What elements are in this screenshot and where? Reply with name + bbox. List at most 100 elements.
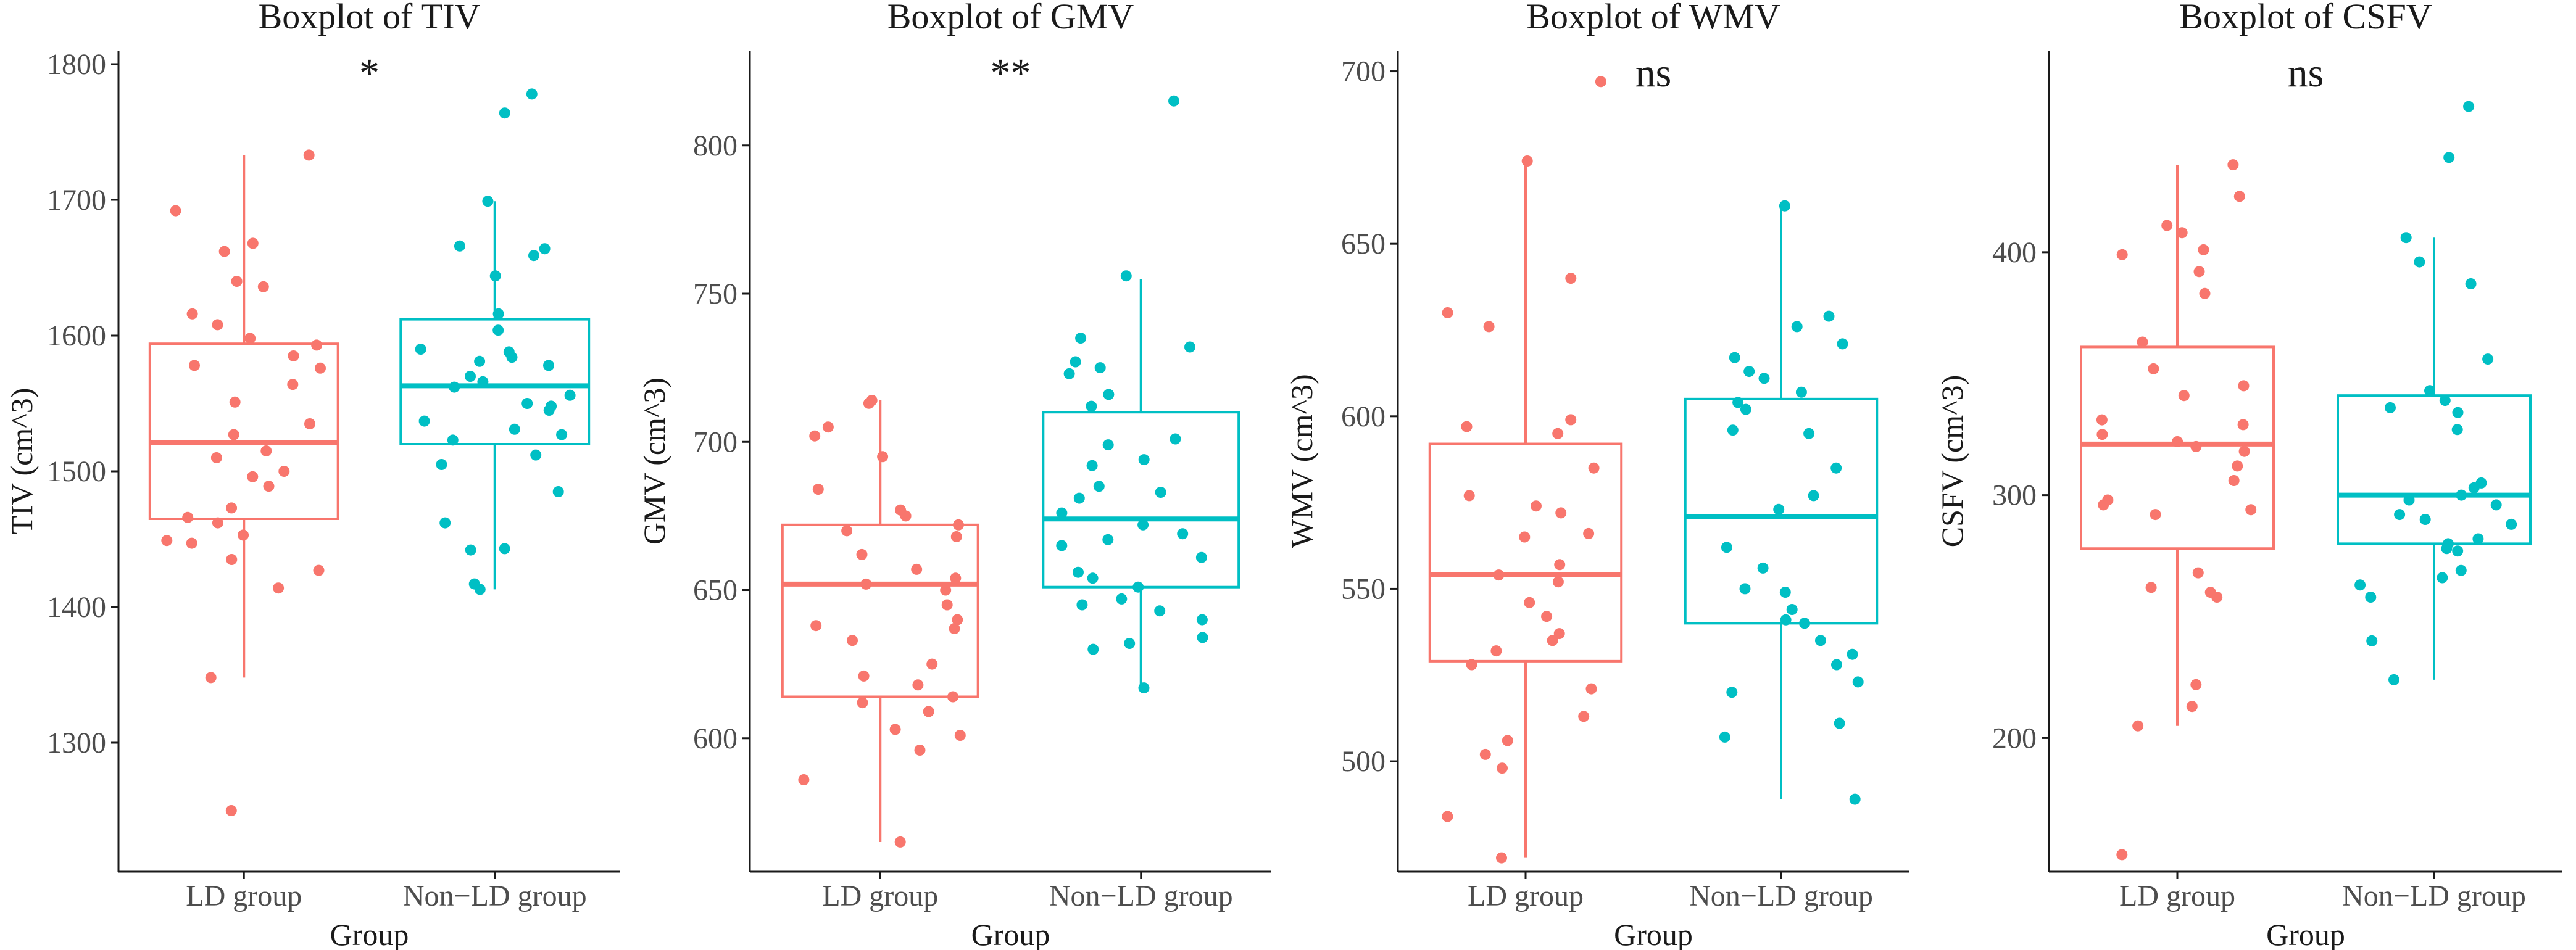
data-point [530,449,542,461]
y-tick-label: 650 [1341,228,1386,260]
group-non-ld: Non−LD group [1042,95,1240,912]
y-tick-label: 550 [1341,572,1386,605]
data-point [1483,321,1495,332]
data-point [809,430,821,442]
x-axis-title: Group [2266,917,2345,950]
data-point [1103,389,1115,400]
data-point [2419,514,2431,525]
data-point [954,730,966,741]
data-point [2456,489,2467,501]
group-ld: LD group [148,149,339,912]
data-point [1502,735,1513,746]
data-point [1727,424,1739,436]
chart-panel-1: Boxplot of TIV * 1300 1400 1500 1600 1700 1800 T… [4,0,620,950]
data-point [1137,519,1149,531]
data-point [947,691,958,703]
y-tick-label: 1600 [47,320,106,352]
data-point [1773,503,1785,515]
data-point [474,584,486,595]
data-point [418,415,430,427]
data-point [212,517,223,529]
x-tick-label: Non−LD group [403,880,587,912]
group-non-ld: Non−LD group [2337,101,2532,912]
data-point [2145,582,2157,593]
data-point [1565,273,1577,284]
data-point [2238,380,2250,392]
data-point [940,584,952,596]
y-tick-label: 750 [693,278,737,310]
data-point [1461,421,1473,432]
data-point [161,535,173,547]
data-point [205,672,217,684]
y-axis-title: WMV (cm^3) [1284,374,1319,548]
box-iqr [2080,345,2275,550]
chart-panel-4: Boxplot of CSFV ns 200 300 400 CSFV (cm^3) Gro… [1935,0,2562,950]
data-point [1094,362,1106,374]
data-point [189,360,200,371]
data-point [556,429,568,440]
data-point [506,352,518,363]
data-point [492,308,504,320]
data-point [1519,531,1531,543]
data-point [2451,424,2463,436]
data-point [1547,635,1558,646]
data-point [2238,445,2250,457]
data-point [1823,310,1835,322]
data-point [847,635,858,646]
chart-title: Boxplot of GMV [887,0,1134,36]
y-axis-title: TIV (cm^3) [4,388,39,535]
data-point [2098,499,2109,511]
data-point [858,670,870,682]
data-point [894,836,906,848]
data-point [1552,428,1564,439]
data-point [798,774,810,785]
data-point [2465,278,2477,289]
data-point [1056,540,1068,551]
data-point [2468,482,2480,494]
y-tick-label: 650 [693,574,737,607]
data-point [863,397,875,409]
data-point [2354,579,2366,591]
data-point [1758,373,1770,384]
data-point [1524,597,1535,608]
data-point [950,531,962,542]
y-tick-label: 600 [1341,400,1386,433]
x-tick-label: Non−LD group [1689,880,1873,912]
data-point [1791,321,1803,332]
group-ld: LD group [1428,76,1623,912]
data-point [1729,352,1740,363]
data-point [2385,402,2396,413]
data-point [499,107,510,119]
data-point [900,510,912,522]
y-tick-label: 1700 [47,184,106,217]
data-point [311,339,323,351]
data-point [210,452,222,463]
data-point [2193,266,2205,278]
data-point [1490,645,1502,657]
data-point [226,554,238,565]
data-point [2506,518,2517,530]
data-point [1496,852,1507,864]
significance-label: ns [2288,51,2324,96]
data-point [1732,397,1744,408]
data-point [278,466,290,477]
data-point [492,324,504,336]
data-point [1168,95,1179,107]
y-tick-label: 800 [693,130,737,162]
data-point [1466,659,1477,671]
data-point [1075,332,1087,344]
data-point [287,379,299,390]
data-point [1780,614,1792,626]
data-point [857,697,868,709]
data-point [1808,490,1819,502]
data-point [2192,567,2204,579]
y-axis-title: GMV (cm^3) [637,378,671,545]
data-point [552,486,564,497]
box-iqr [1428,442,1623,663]
data-point [953,519,964,531]
data-point [1541,611,1553,622]
data-point [1120,270,1132,282]
data-point [1595,76,1606,88]
data-point [1719,731,1730,743]
data-point [257,281,269,292]
